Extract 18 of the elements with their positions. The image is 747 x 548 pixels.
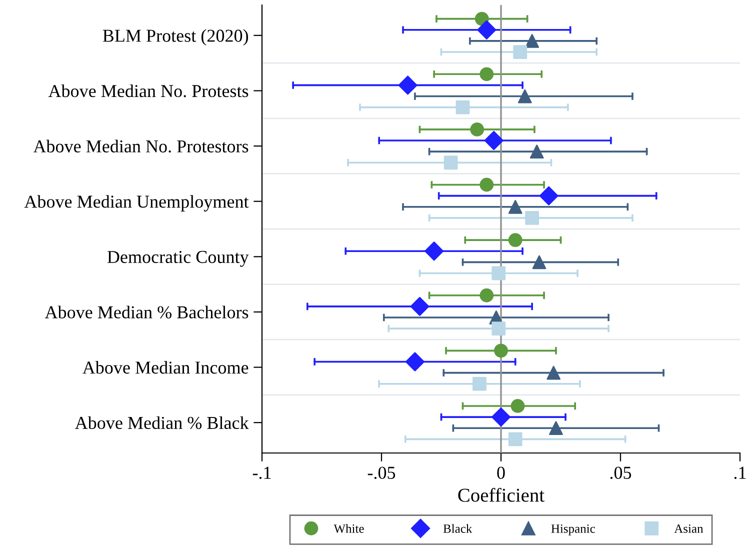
x-axis-title: Coefficient	[458, 488, 544, 502]
y-tick-label: Above Median Unemployment	[24, 195, 249, 212]
x-tick-label: .1	[734, 466, 746, 479]
x-tick-label: -.1	[252, 466, 271, 479]
y-tick-label: Above Median No. Protestors	[33, 140, 248, 153]
legend-label: Hispanic	[551, 524, 595, 536]
legend-label: Asian	[674, 524, 704, 533]
x-tick-label: .05	[610, 466, 632, 479]
y-tick-label: Above Median No. Protests	[48, 84, 248, 98]
y-tick-label: Above Median % Black	[74, 416, 249, 430]
x-tick-label: 0	[497, 466, 505, 479]
legend-label: White	[334, 524, 364, 533]
y-tick-label: Above Median % Bachelors	[44, 306, 248, 318]
legend-label: Black	[443, 524, 472, 533]
y-tick-label: Democratic County	[107, 250, 249, 267]
y-tick-label: Above Median Income	[82, 361, 248, 374]
x-tick-label: -.05	[368, 466, 396, 479]
y-tick-label: BLM Protest (2020)	[102, 29, 248, 46]
